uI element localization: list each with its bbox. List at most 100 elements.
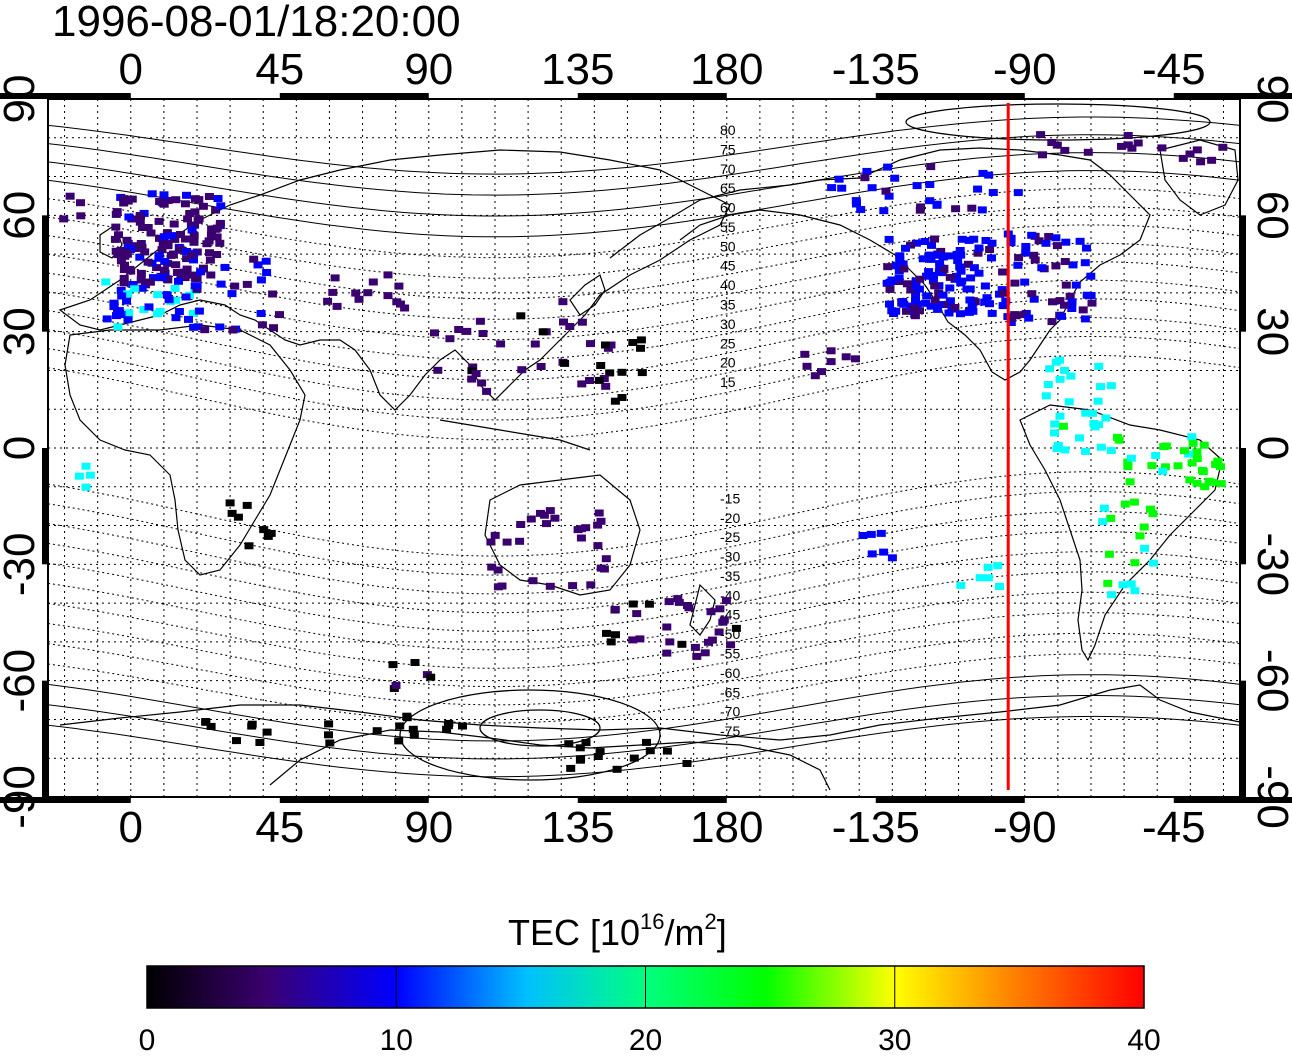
tec-cell <box>1075 434 1084 442</box>
tec-cell <box>969 264 979 272</box>
tec-cell <box>965 296 975 304</box>
tec-cell <box>1196 158 1206 166</box>
tec-cell <box>157 274 167 282</box>
tec-cell <box>1106 514 1116 522</box>
tec-cell <box>944 309 954 317</box>
tec-cell <box>515 537 525 545</box>
tec-cell <box>605 369 615 377</box>
tec-cell <box>123 290 133 298</box>
tec-cell <box>1055 412 1065 420</box>
tec-cell <box>983 563 993 571</box>
tec-cell <box>939 264 949 272</box>
tec-cell <box>530 340 540 348</box>
latitude-label-right: -90 <box>1248 765 1292 829</box>
tec-cell <box>152 264 162 272</box>
tec-cell <box>860 174 870 182</box>
tec-cell <box>721 597 731 605</box>
tec-cell <box>1011 312 1021 320</box>
tec-cell <box>867 550 877 558</box>
tec-cell <box>938 252 948 260</box>
tec-cell <box>1158 467 1168 475</box>
tec-cell <box>558 298 568 306</box>
tec-cell <box>228 326 238 334</box>
contour-label: -30 <box>720 549 740 565</box>
tec-cell <box>924 268 934 276</box>
tec-cell <box>230 282 240 290</box>
tec-cell <box>215 323 225 331</box>
tec-cell <box>926 255 936 263</box>
tec-cell <box>606 341 616 349</box>
tec-cell <box>894 274 904 282</box>
tec-cell <box>119 279 129 287</box>
tec-cell <box>939 301 949 309</box>
tec-cell <box>182 191 191 199</box>
tec-cell <box>74 472 84 480</box>
tec-cell <box>180 200 190 208</box>
tec-cell <box>163 196 173 204</box>
latitude-label-right: 60 <box>1248 191 1292 240</box>
frame-tick-bar <box>1240 448 1246 565</box>
tec-cell <box>1129 498 1139 506</box>
tec-cell <box>983 574 993 582</box>
tec-cell <box>611 631 620 639</box>
contour-line <box>48 170 1240 238</box>
tec-cell <box>445 335 455 343</box>
tec-cell <box>181 293 191 301</box>
tec-cell <box>211 206 221 214</box>
lat-lon-grid <box>48 99 1240 797</box>
tec-cell <box>153 291 163 299</box>
tec-cell <box>1060 446 1070 454</box>
tec-cell <box>1135 532 1145 540</box>
tec-cell <box>895 252 905 260</box>
tec-cell <box>180 235 190 243</box>
contour-label: -65 <box>720 684 740 700</box>
tec-cell <box>410 659 420 666</box>
tec-cell <box>395 722 405 730</box>
tec-cell <box>184 315 193 323</box>
tec-cell <box>177 273 186 281</box>
tec-cell <box>162 291 172 299</box>
tec-cell <box>1187 459 1197 467</box>
tec-cell <box>135 212 145 220</box>
tec-cell <box>957 235 967 243</box>
tec-cell <box>1068 261 1078 269</box>
contour-label: -35 <box>720 568 740 584</box>
tec-cell <box>1057 312 1066 320</box>
tec-cell <box>664 598 674 606</box>
tec-cell <box>324 731 333 739</box>
tec-cell <box>162 275 172 283</box>
latitude-labels-right: 90 60 30 0 -30 -60 -90 <box>1248 75 1292 829</box>
frame-tick-bar <box>1173 93 1292 99</box>
tec-cell <box>76 199 85 207</box>
tec-cell <box>596 517 606 525</box>
tec-cell <box>858 532 868 539</box>
tec-cell <box>975 574 985 582</box>
tec-cell <box>594 376 604 384</box>
tec-cell <box>883 163 893 171</box>
tec-cell <box>394 282 404 290</box>
tec-cell <box>1029 295 1039 303</box>
tec-cell <box>1103 579 1113 587</box>
latitude-label-right: 0 <box>1248 436 1292 460</box>
longitude-label: 90 <box>404 803 453 852</box>
tec-cell <box>1151 452 1161 459</box>
tec-cell <box>394 737 404 745</box>
tec-cell <box>1114 436 1124 444</box>
longitude-label: 135 <box>541 803 614 852</box>
tec-cell <box>182 255 192 263</box>
tec-cell <box>164 296 174 304</box>
tec-cell <box>216 280 226 288</box>
tec-cell <box>102 315 112 323</box>
tec-cell <box>227 290 237 298</box>
tec-cell <box>993 562 1003 570</box>
frame-tick-bar <box>1240 680 1246 797</box>
tec-cell <box>636 344 645 352</box>
tec-cell <box>249 255 259 263</box>
tec-cell <box>894 278 904 285</box>
tec-cell <box>123 316 133 324</box>
tec-cell <box>984 171 994 179</box>
contour-line <box>48 116 1240 175</box>
tec-cell <box>601 382 611 390</box>
tec-cell <box>593 521 603 529</box>
tec-cell <box>119 274 129 282</box>
